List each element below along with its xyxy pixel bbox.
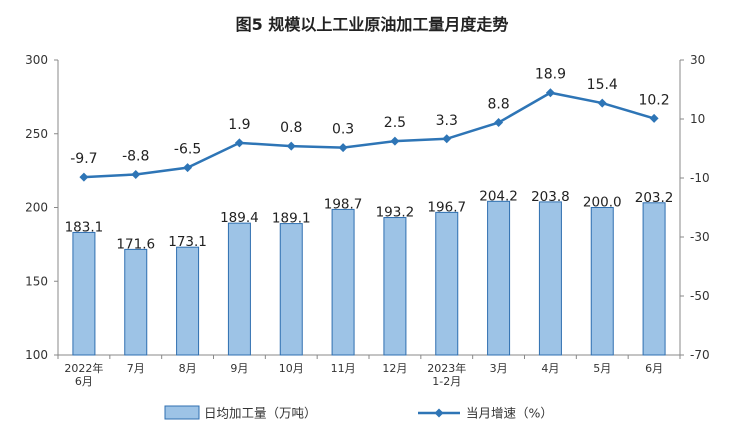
x-tick-label: 5月 [593, 362, 611, 375]
left-tick-label: 200 [25, 201, 48, 215]
right-tick-label: -70 [690, 348, 710, 362]
x-tick-label: 7月 [127, 362, 145, 375]
right-tick-label: 30 [690, 53, 705, 67]
bar-value-label: 204.2 [479, 188, 518, 204]
growth-value-label: 0.3 [332, 122, 354, 138]
left-tick-label: 100 [25, 348, 48, 362]
bar [227, 222, 251, 356]
x-tick-label: 2022年 [64, 361, 103, 375]
growth-value-label: 15.4 [587, 77, 618, 93]
growth-value-label: 3.3 [436, 113, 458, 129]
legend-bar-label: 日均加工量（万吨） [204, 406, 317, 421]
growth-value-label: -8.8 [122, 148, 149, 164]
bar [279, 223, 303, 356]
growth-point [545, 88, 555, 98]
growth-line [79, 88, 659, 182]
bar-value-label: 183.1 [65, 219, 104, 235]
growth-value-label: 2.5 [384, 115, 406, 131]
growth-value-label: 1.9 [228, 117, 250, 133]
x-tick-label: 10月 [279, 362, 304, 375]
bar-value-label: 203.2 [635, 190, 674, 206]
x-tick-label: 8月 [179, 362, 197, 375]
growth-value-label: 0.8 [280, 120, 302, 136]
chart-title: 图5 规模以上工业原油加工量月度走势 [236, 15, 509, 34]
data-labels: 183.1 171.6 173.1 189.4 189.1 198.7 193.2 196.7… [65, 67, 674, 253]
legend-bar-swatch [164, 405, 200, 420]
bar [487, 200, 511, 356]
bar [72, 231, 96, 356]
bar-value-label: 200.0 [583, 195, 622, 211]
bar [435, 211, 459, 356]
bar-value-label: 171.6 [116, 236, 155, 252]
growth-value-label: 18.9 [535, 67, 566, 83]
bar [538, 201, 562, 356]
bar [590, 207, 614, 356]
growth-point [79, 172, 89, 182]
legend: 日均加工量（万吨） 当月增速（%） [164, 405, 553, 421]
bar-value-label: 189.4 [220, 210, 259, 226]
growth-value-label: -9.7 [70, 151, 97, 167]
bar [331, 208, 355, 356]
right-tick-label: -10 [690, 171, 710, 185]
bar-value-label: 193.2 [376, 205, 415, 221]
x-tick-label: 12月 [382, 362, 407, 375]
bar [176, 246, 200, 356]
growth-series-line [83, 91, 655, 179]
bar-value-label: 203.8 [531, 189, 570, 205]
axes: 100150200250300-70-50-30-1010302022年6月7月… [25, 53, 710, 388]
x-tick-label: 1-2月 [432, 375, 461, 388]
right-tick-label: -50 [690, 289, 710, 303]
bar-value-label: 173.1 [168, 234, 207, 250]
bar [642, 202, 666, 356]
bar-value-label: 198.7 [324, 196, 363, 212]
right-tick-label: 10 [690, 112, 705, 126]
x-tick-label: 9月 [230, 362, 248, 375]
bars [72, 200, 666, 356]
right-tick-label: -30 [690, 230, 710, 244]
bar [383, 217, 407, 356]
growth-point [131, 169, 141, 179]
growth-point [234, 138, 244, 148]
legend-line-label: 当月增速（%） [466, 406, 553, 421]
growth-point [649, 113, 659, 123]
growth-point [494, 118, 504, 128]
x-tick-label: 11月 [331, 362, 356, 375]
bar [124, 248, 148, 356]
growth-value-label: -6.5 [174, 142, 201, 158]
growth-value-label: 8.8 [487, 97, 509, 113]
x-tick-label: 6月 [75, 375, 93, 388]
bar-value-label: 196.7 [427, 199, 466, 215]
growth-point [183, 163, 193, 173]
legend-line-marker [434, 408, 444, 418]
growth-value-label: 10.2 [638, 92, 669, 108]
growth-point [597, 98, 607, 108]
growth-point [390, 136, 400, 146]
growth-point [338, 143, 348, 153]
x-tick-label: 4月 [541, 362, 559, 375]
x-tick-label: 2023年 [427, 361, 466, 375]
bar-value-label: 189.1 [272, 211, 311, 227]
left-tick-label: 300 [25, 53, 48, 67]
growth-point [442, 134, 452, 144]
left-tick-label: 250 [25, 127, 48, 141]
growth-point [286, 141, 296, 151]
left-tick-label: 150 [25, 274, 48, 288]
x-tick-label: 3月 [490, 362, 508, 375]
x-tick-label: 6月 [645, 362, 663, 375]
